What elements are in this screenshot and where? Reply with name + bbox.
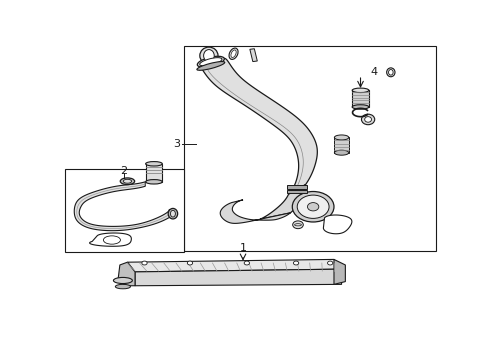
Polygon shape xyxy=(197,58,317,194)
Ellipse shape xyxy=(145,180,162,184)
Bar xyxy=(184,46,435,251)
Ellipse shape xyxy=(351,88,368,93)
Ellipse shape xyxy=(113,278,132,284)
Ellipse shape xyxy=(386,68,394,77)
Ellipse shape xyxy=(170,210,175,217)
Ellipse shape xyxy=(120,178,134,185)
Polygon shape xyxy=(333,260,345,284)
Circle shape xyxy=(244,261,249,265)
Circle shape xyxy=(292,221,303,229)
Polygon shape xyxy=(89,233,131,246)
Ellipse shape xyxy=(145,162,162,166)
Bar xyxy=(286,185,306,189)
Text: 2: 2 xyxy=(120,166,127,176)
Bar xyxy=(351,90,368,107)
Ellipse shape xyxy=(361,114,374,125)
Circle shape xyxy=(292,192,333,222)
Polygon shape xyxy=(220,200,290,224)
Text: 1: 1 xyxy=(239,243,246,253)
Ellipse shape xyxy=(351,105,368,109)
Ellipse shape xyxy=(197,62,224,70)
Circle shape xyxy=(187,261,192,265)
Bar xyxy=(249,49,257,62)
Polygon shape xyxy=(74,182,175,231)
Circle shape xyxy=(142,261,147,265)
Bar xyxy=(145,164,162,182)
Bar xyxy=(65,169,184,252)
Ellipse shape xyxy=(334,135,348,140)
Ellipse shape xyxy=(388,69,392,75)
Ellipse shape xyxy=(123,179,131,183)
Text: 3: 3 xyxy=(173,139,180,149)
Bar xyxy=(286,190,306,193)
Polygon shape xyxy=(118,262,135,286)
Ellipse shape xyxy=(115,284,130,289)
Ellipse shape xyxy=(230,50,236,58)
Circle shape xyxy=(327,261,332,265)
Ellipse shape xyxy=(203,50,214,62)
Polygon shape xyxy=(323,215,351,234)
Ellipse shape xyxy=(199,58,222,66)
Ellipse shape xyxy=(200,47,218,64)
Bar xyxy=(334,138,348,153)
Polygon shape xyxy=(135,269,341,286)
Ellipse shape xyxy=(228,48,238,59)
Ellipse shape xyxy=(197,56,224,67)
Circle shape xyxy=(307,203,318,211)
Circle shape xyxy=(293,261,298,265)
Polygon shape xyxy=(127,260,341,272)
Ellipse shape xyxy=(334,150,348,155)
Polygon shape xyxy=(260,185,305,219)
Circle shape xyxy=(297,195,328,219)
Text: 4: 4 xyxy=(369,67,376,77)
Ellipse shape xyxy=(364,117,371,122)
Ellipse shape xyxy=(168,208,177,219)
